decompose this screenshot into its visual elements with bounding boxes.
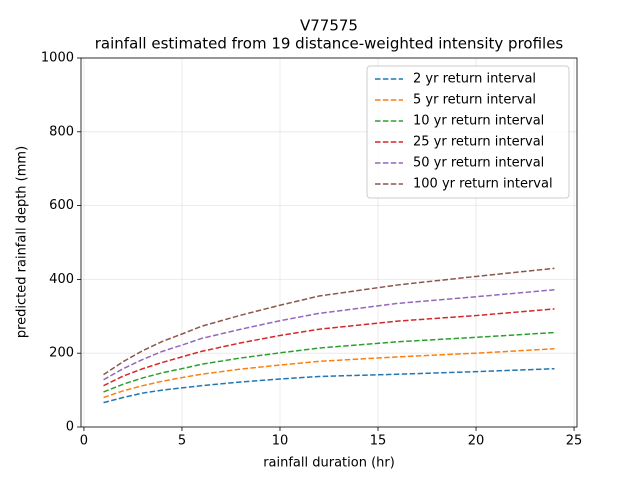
chart-title: V77575 (300, 17, 358, 35)
y-tick-label: 0 (66, 420, 74, 435)
x-tick-label: 15 (370, 434, 387, 449)
y-tick-label: 200 (49, 346, 74, 361)
x-tick-label: 5 (178, 434, 186, 449)
x-tick-label: 10 (272, 434, 289, 449)
legend: 2 yr return interval 5 yr return interval… (366, 65, 570, 199)
y-tick-label: 1000 (41, 51, 74, 66)
x-axis-label: rainfall duration (hr) (263, 456, 395, 471)
x-tick-label: 25 (566, 434, 583, 449)
legend-label: 5 yr return interval (413, 93, 536, 108)
y-tick-label: 600 (49, 198, 74, 213)
data-line (103, 288, 555, 381)
data-line (103, 267, 555, 376)
y-tick-label: 800 (49, 124, 74, 139)
plot-frame (80, 57, 578, 428)
legend-label: 2 yr return interval (413, 72, 536, 87)
legend-box (366, 65, 570, 199)
legend-label: 50 yr return interval (413, 156, 544, 171)
x-tick-label: 20 (468, 434, 485, 449)
data-line (103, 348, 555, 399)
legend-label: 10 yr return interval (413, 114, 544, 129)
y-axis-label: predicted rainfall depth (mm) (15, 146, 30, 338)
data-line (103, 331, 555, 393)
legend-label: 25 yr return interval (413, 135, 544, 150)
data-line (103, 367, 555, 404)
chart-subtitle: rainfall estimated from 19 distance-weig… (95, 35, 564, 53)
y-tick-label: 400 (49, 272, 74, 287)
x-tick-label: 0 (80, 434, 88, 449)
legend-label: 100 yr return interval (413, 177, 553, 192)
